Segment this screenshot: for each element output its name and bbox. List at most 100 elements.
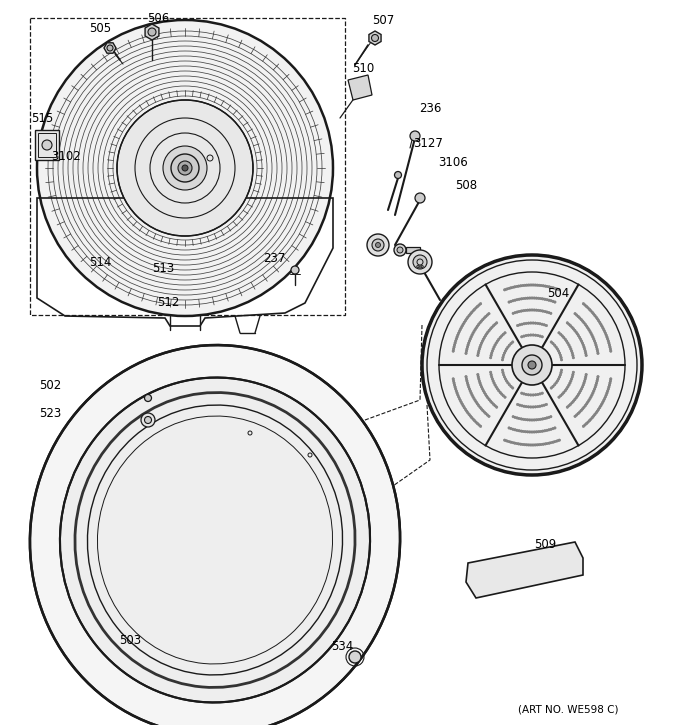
- Circle shape: [517, 443, 520, 445]
- Circle shape: [504, 331, 506, 334]
- Circle shape: [549, 415, 552, 418]
- Circle shape: [555, 346, 558, 348]
- Circle shape: [494, 384, 496, 386]
- Circle shape: [595, 316, 597, 318]
- Circle shape: [483, 411, 486, 413]
- Circle shape: [583, 322, 585, 324]
- Circle shape: [417, 265, 419, 268]
- Circle shape: [600, 325, 603, 327]
- Circle shape: [471, 311, 473, 314]
- Circle shape: [541, 405, 543, 407]
- Circle shape: [558, 439, 560, 442]
- Circle shape: [508, 427, 510, 429]
- Circle shape: [481, 388, 483, 390]
- Circle shape: [584, 378, 586, 380]
- Circle shape: [492, 403, 494, 405]
- Circle shape: [538, 444, 541, 446]
- Circle shape: [485, 315, 487, 318]
- Circle shape: [554, 287, 557, 290]
- Circle shape: [556, 288, 558, 290]
- Circle shape: [541, 323, 543, 326]
- Circle shape: [548, 442, 551, 444]
- Circle shape: [551, 300, 554, 302]
- Circle shape: [508, 344, 511, 347]
- Circle shape: [531, 419, 533, 421]
- Circle shape: [525, 334, 528, 336]
- Circle shape: [522, 443, 524, 446]
- Circle shape: [490, 371, 492, 373]
- Circle shape: [521, 405, 523, 407]
- Circle shape: [472, 332, 474, 334]
- Circle shape: [534, 322, 537, 324]
- Circle shape: [528, 309, 531, 311]
- Circle shape: [512, 415, 514, 418]
- Circle shape: [469, 340, 471, 342]
- Circle shape: [532, 406, 534, 408]
- Circle shape: [466, 380, 468, 382]
- Circle shape: [609, 378, 612, 380]
- Circle shape: [522, 418, 525, 420]
- Circle shape: [588, 399, 590, 402]
- Circle shape: [490, 373, 492, 376]
- Circle shape: [520, 418, 523, 420]
- Circle shape: [554, 440, 557, 443]
- Circle shape: [510, 342, 512, 345]
- Circle shape: [524, 309, 527, 312]
- Circle shape: [486, 414, 488, 416]
- Circle shape: [532, 334, 534, 336]
- Circle shape: [493, 346, 495, 348]
- Circle shape: [594, 413, 596, 415]
- Circle shape: [459, 328, 462, 331]
- Circle shape: [582, 302, 585, 305]
- Circle shape: [505, 439, 508, 442]
- Circle shape: [581, 388, 583, 390]
- Circle shape: [512, 345, 552, 385]
- Circle shape: [469, 415, 472, 417]
- Circle shape: [580, 409, 582, 412]
- Circle shape: [584, 423, 586, 426]
- Circle shape: [570, 380, 572, 382]
- Circle shape: [477, 352, 479, 355]
- Circle shape: [525, 405, 528, 408]
- Circle shape: [522, 284, 524, 287]
- Circle shape: [528, 297, 531, 299]
- Circle shape: [514, 428, 516, 431]
- Circle shape: [509, 286, 512, 289]
- Circle shape: [559, 373, 562, 376]
- Circle shape: [463, 407, 466, 409]
- Circle shape: [592, 312, 595, 315]
- Circle shape: [477, 355, 479, 357]
- Circle shape: [592, 389, 595, 392]
- Text: (ART NO. WE598 C): (ART NO. WE598 C): [517, 705, 618, 715]
- Circle shape: [476, 423, 479, 425]
- Circle shape: [465, 376, 467, 378]
- Circle shape: [562, 336, 565, 339]
- Circle shape: [507, 440, 510, 443]
- Circle shape: [486, 314, 488, 316]
- Circle shape: [594, 342, 596, 344]
- Circle shape: [524, 418, 527, 420]
- Circle shape: [507, 382, 509, 384]
- Circle shape: [533, 309, 535, 311]
- Text: 503: 503: [119, 634, 141, 647]
- Circle shape: [552, 286, 555, 289]
- Circle shape: [494, 344, 496, 346]
- Circle shape: [605, 395, 607, 398]
- Circle shape: [470, 336, 472, 339]
- Circle shape: [516, 311, 518, 313]
- Circle shape: [579, 411, 581, 413]
- Circle shape: [522, 310, 525, 312]
- Circle shape: [466, 412, 469, 414]
- Circle shape: [422, 255, 642, 475]
- Circle shape: [520, 310, 523, 312]
- Circle shape: [600, 323, 602, 326]
- Circle shape: [453, 346, 455, 348]
- Circle shape: [559, 354, 562, 357]
- Circle shape: [596, 350, 599, 352]
- Circle shape: [498, 389, 500, 392]
- Circle shape: [511, 442, 514, 444]
- Circle shape: [545, 417, 548, 419]
- Circle shape: [505, 348, 508, 350]
- Circle shape: [539, 393, 541, 395]
- Circle shape: [571, 326, 573, 328]
